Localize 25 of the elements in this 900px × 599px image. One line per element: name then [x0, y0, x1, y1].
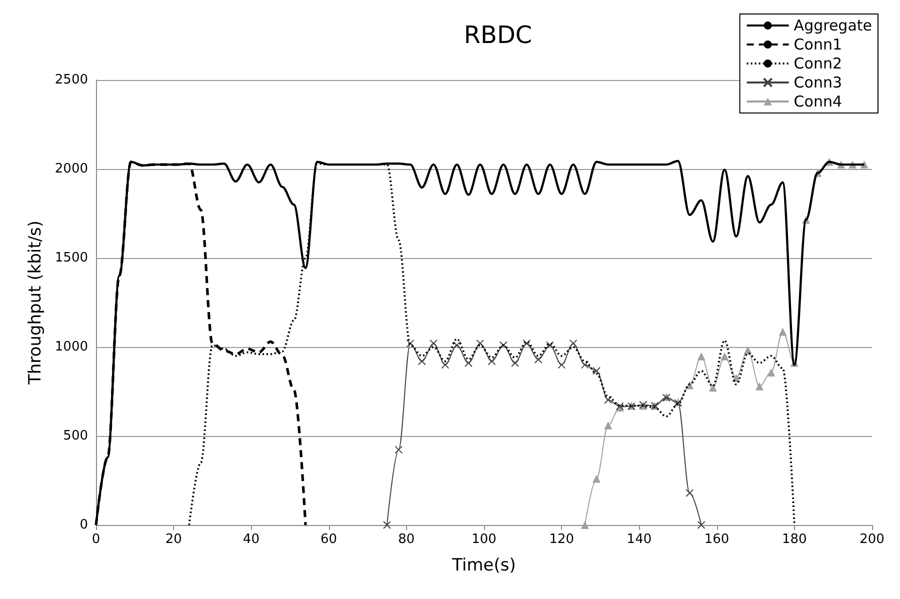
legend-label: Conn3 [794, 74, 842, 92]
y-tick-label: 2000 [54, 162, 88, 176]
x-tick-label: 60 [320, 532, 338, 547]
x-tick-label: 100 [472, 532, 496, 547]
x-axis-title: Time(s) [451, 556, 516, 576]
x-tick-label: 200 [860, 532, 884, 547]
y-tick-label: 500 [63, 428, 88, 444]
y-tick-label: 0 [80, 518, 88, 532]
x-tick-label: 20 [165, 532, 182, 547]
x-tick-label: 80 [398, 532, 415, 547]
x-tick-label: 160 [704, 532, 730, 547]
x-tick-label: 180 [782, 532, 807, 547]
legend-label: Aggregate [794, 16, 872, 34]
legend-label: Conn2 [794, 54, 842, 72]
legend-label: Conn1 [794, 36, 842, 54]
y-tick-label: 1000 [54, 340, 88, 354]
y-tick-label: 1500 [54, 250, 88, 266]
x-tick-label: 140 [626, 532, 652, 547]
y-axis-title: Throughput (kbit/s) [26, 220, 46, 386]
chart-title: RBDC [464, 21, 532, 49]
x-tick-label: 40 [242, 532, 260, 547]
legend-label: Conn4 [794, 92, 842, 110]
x-tick-label: 0 [92, 532, 100, 547]
x-tick-label: 120 [549, 532, 574, 547]
y-tick-label: 2500 [54, 72, 88, 88]
